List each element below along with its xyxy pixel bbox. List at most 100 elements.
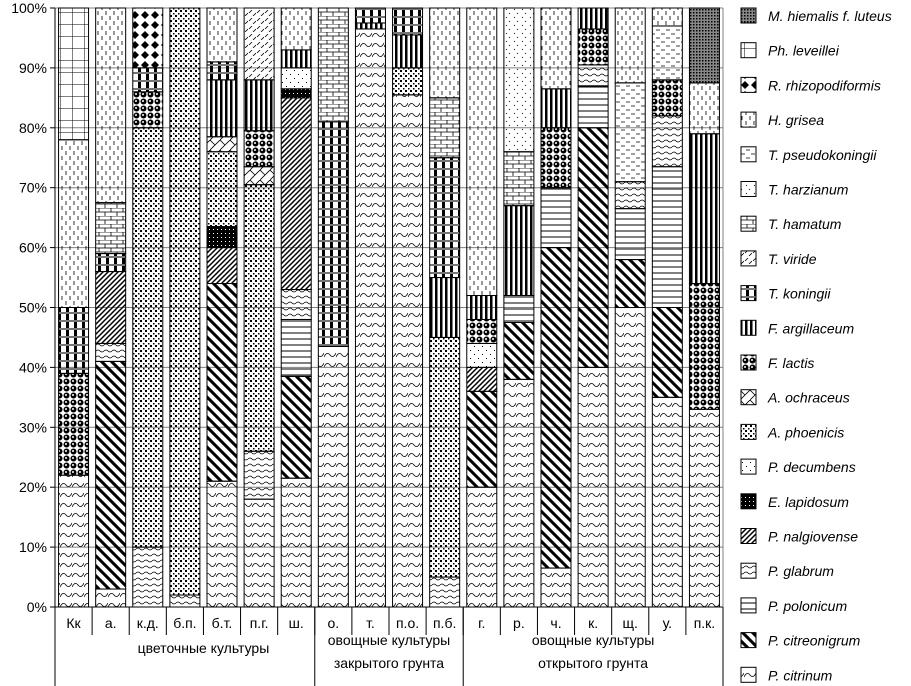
y-tick-label: 70% — [19, 180, 47, 196]
legend-swatch — [740, 215, 757, 232]
bar-segment — [58, 139, 90, 308]
legend-label: R. rhizopodiformis — [768, 77, 881, 93]
bar-segment — [614, 82, 646, 183]
x-tick-label: р. — [513, 615, 525, 631]
legend-swatch — [740, 285, 757, 302]
bar-segment — [651, 166, 683, 308]
bar-segment — [243, 450, 275, 500]
bar-segment — [688, 7, 720, 84]
bar-segment — [95, 7, 127, 204]
bar-segment — [169, 7, 201, 596]
bar-segment — [280, 318, 312, 377]
bar-segment — [206, 151, 238, 228]
legend-label: P. citreonigrum — [768, 633, 861, 649]
bar-segment — [503, 321, 535, 380]
bar-segment — [466, 342, 498, 368]
bar-segment — [429, 97, 461, 159]
bar-segment — [503, 151, 535, 207]
x-tick-label: Кк — [66, 615, 81, 631]
legend-swatch — [740, 389, 757, 406]
group-label: закрытого грунта — [334, 655, 444, 671]
bar-segment — [243, 184, 275, 452]
x-tick-label: щ. — [623, 615, 638, 631]
legend-label: E. lapidosum — [768, 494, 849, 510]
legend-swatch — [740, 319, 757, 336]
bar-segment — [577, 64, 609, 87]
legend-swatch — [740, 76, 757, 93]
bar-segment — [503, 7, 535, 153]
y-tick-label: 100% — [11, 0, 47, 16]
legend-label: A. ochraceus — [767, 390, 850, 406]
x-tick-label: п.к. — [694, 615, 716, 631]
bar-segment — [540, 88, 572, 129]
y-tick-label: 50% — [19, 300, 47, 316]
bar-segment — [651, 115, 683, 168]
bar-segment — [206, 480, 238, 608]
bar-segment — [58, 372, 90, 476]
legend-swatch — [740, 42, 757, 59]
x-tick-label: к.д. — [137, 615, 159, 631]
bar-segment — [614, 208, 646, 261]
x-tick-label: п.г. — [250, 615, 269, 631]
legend-swatch — [740, 562, 757, 579]
legend-swatch — [740, 458, 757, 475]
bar-segment — [392, 67, 424, 96]
bar-segment — [206, 7, 238, 63]
y-tick-label: 40% — [19, 359, 47, 375]
x-tick-label: г. — [478, 615, 485, 631]
bar-segment — [280, 289, 312, 320]
bar-segment — [577, 85, 609, 129]
bar-segment — [95, 342, 127, 362]
bar-segment — [280, 477, 312, 608]
x-tick-label: ч. — [550, 615, 561, 631]
legend-label: T. viride — [768, 251, 817, 267]
bar-segment — [540, 127, 572, 189]
x-tick-label: б.т. — [212, 615, 233, 631]
bar-segment — [280, 97, 312, 291]
group-label: открытого грунта — [538, 655, 648, 671]
bar-segment — [577, 366, 609, 608]
legend-label: T. hamatum — [768, 216, 842, 232]
bar-segment — [688, 82, 720, 135]
legend-swatch — [740, 632, 757, 649]
bar-segment — [429, 277, 461, 338]
legend-label: F. lactis — [768, 355, 814, 371]
bar-segment — [280, 67, 312, 90]
legend-label: P. citrinum — [768, 667, 833, 683]
y-tick-label: 10% — [19, 539, 47, 555]
bar-segment — [392, 94, 424, 608]
bar-segment — [132, 67, 164, 93]
legend-label: H. grisea — [768, 112, 824, 128]
bar-segment — [577, 7, 609, 30]
legend-swatch — [740, 528, 757, 544]
y-tick-label: 80% — [19, 120, 47, 136]
legend-label: P. glabrum — [768, 563, 834, 579]
x-tick-label: п.о. — [396, 615, 419, 631]
bar-segment — [206, 136, 238, 153]
bar-segment — [503, 378, 535, 608]
legend-label: T. harzianum — [768, 182, 849, 198]
bar-segment — [540, 187, 572, 249]
y-tick-label: 30% — [19, 419, 47, 435]
bar-segment — [95, 271, 127, 344]
bar-segment — [651, 25, 683, 81]
bar-segment — [243, 498, 275, 608]
bar-segment — [280, 7, 312, 51]
bar-segment — [392, 34, 424, 69]
bar-segment — [280, 88, 312, 99]
legend-label: T. koningii — [768, 286, 831, 302]
x-tick-label: о. — [327, 615, 339, 631]
bar-segment — [317, 121, 349, 347]
x-tick-label: п.б. — [433, 615, 456, 631]
bar-segment — [688, 133, 720, 285]
legend-label: T. pseudokoningii — [768, 147, 877, 163]
bar-segment — [429, 7, 461, 99]
legend-swatch — [740, 354, 757, 371]
legend: M. hiemalis f. luteus Ph. leveillei R. rhi… — [740, 7, 892, 683]
bar-segment — [317, 345, 349, 608]
group-label: овощные культуры — [532, 632, 654, 648]
bar-segment — [354, 22, 386, 30]
x-tick-label: ш. — [289, 615, 304, 631]
